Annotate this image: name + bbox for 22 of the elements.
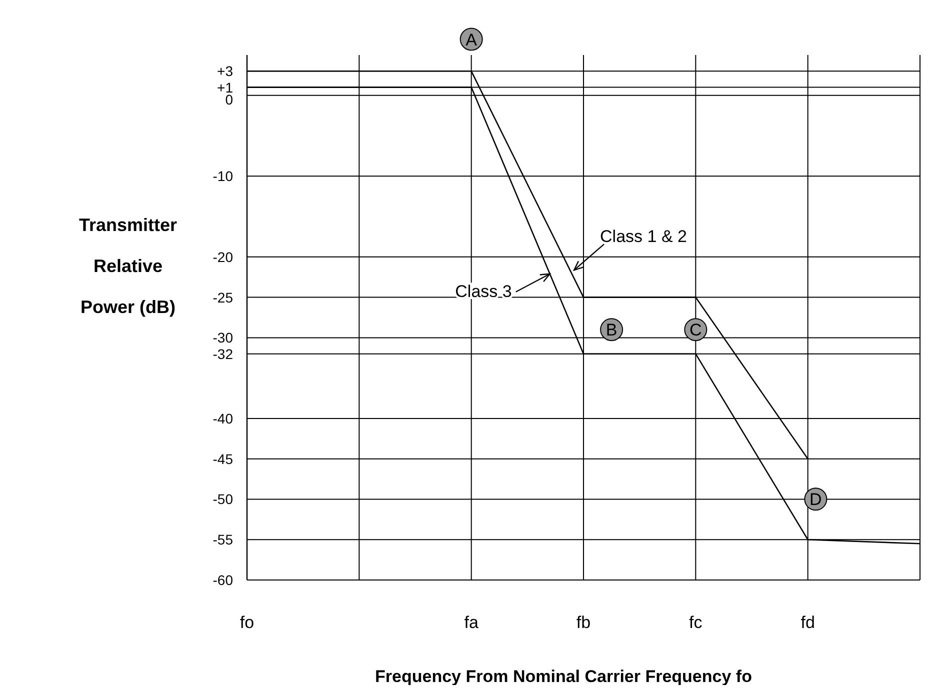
- y-tick-label: -40: [212, 410, 234, 426]
- x-tick-label: fd: [800, 613, 815, 632]
- y-tick-label: -50: [212, 491, 234, 508]
- y-tick-label: -60: [212, 572, 234, 588]
- x-tick-label: fo: [240, 613, 254, 632]
- y-tick-label: -32: [212, 346, 234, 362]
- x-tick-label: fb: [576, 613, 591, 632]
- text: A: [466, 30, 478, 50]
- y-tick-label: -45: [212, 450, 234, 467]
- x-tick-label: fc: [689, 613, 703, 632]
- y-tick-label: -10: [212, 168, 234, 184]
- text: Class 1 & 2: [600, 227, 687, 246]
- x-tick-label: fa: [464, 613, 479, 632]
- annotation: D: [810, 490, 822, 510]
- y-tick-label: -20: [212, 248, 234, 265]
- annotation: C: [690, 320, 702, 340]
- y-axis-title: Transmitter Relative Power (dB): [78, 215, 178, 317]
- y-tick-label: -55: [212, 532, 234, 548]
- y-tick-label: -25: [212, 289, 234, 306]
- y-tick-label: -30: [212, 330, 234, 346]
- annotation: B: [606, 320, 618, 340]
- y-tick-label: +3: [217, 63, 234, 80]
